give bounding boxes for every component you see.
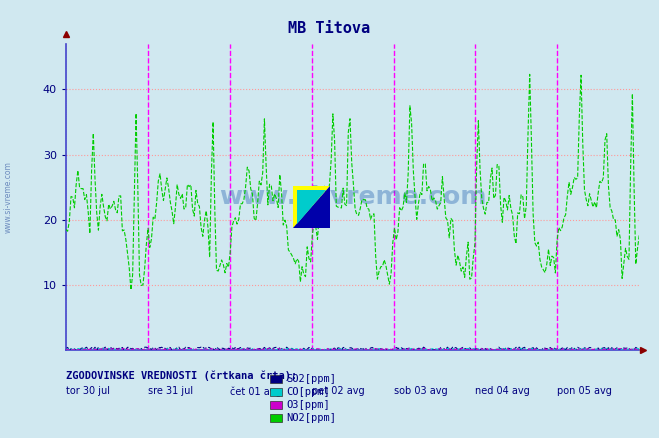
Polygon shape — [297, 190, 326, 224]
Text: NO2[ppm]: NO2[ppm] — [287, 413, 337, 423]
Text: ned 04 avg: ned 04 avg — [475, 386, 530, 396]
Text: SO2[ppm]: SO2[ppm] — [287, 374, 337, 384]
Text: tor 30 jul: tor 30 jul — [66, 386, 110, 396]
Text: ZGODOVINSKE VREDNOSTI (črtkana črta):: ZGODOVINSKE VREDNOSTI (črtkana črta): — [66, 370, 297, 381]
Text: čet 01 avg: čet 01 avg — [230, 386, 281, 397]
Text: MB Titova: MB Titova — [289, 21, 370, 36]
Text: www.si-vreme.com: www.si-vreme.com — [219, 185, 486, 209]
Text: pet 02 avg: pet 02 avg — [312, 386, 364, 396]
Text: O3[ppm]: O3[ppm] — [287, 400, 330, 410]
Text: CO[ppm]: CO[ppm] — [287, 387, 330, 397]
Text: sob 03 avg: sob 03 avg — [393, 386, 447, 396]
Text: www.si-vreme.com: www.si-vreme.com — [3, 161, 13, 233]
Polygon shape — [293, 186, 330, 228]
Polygon shape — [293, 186, 330, 228]
Text: pon 05 avg: pon 05 avg — [558, 386, 612, 396]
Text: sre 31 jul: sre 31 jul — [148, 386, 193, 396]
